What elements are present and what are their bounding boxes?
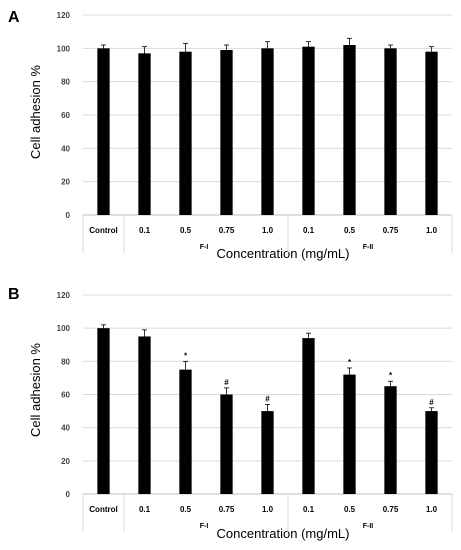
y-tick-label: 20 — [61, 178, 70, 187]
significance-marker: * — [389, 371, 393, 380]
x-tick-label: 0.5 — [344, 226, 356, 235]
x-ticks-a: Control 0.1 0.5 0.75 1.0 0.1 0.5 0.75 1.0 F-I F-II — [82, 215, 453, 253]
x-tick-label: Control — [89, 226, 117, 235]
panel-b: B Cell adhesion % Concentration (mg/mL) … — [8, 286, 453, 541]
x-tick-label: 0.75 — [219, 226, 235, 235]
bar — [138, 336, 151, 494]
bar — [261, 411, 274, 494]
x-tick-label: 0.5 — [180, 226, 192, 235]
y-axis-label-b: Cell adhesion % — [28, 343, 43, 437]
bar — [384, 386, 397, 494]
bar — [97, 328, 110, 494]
panel-a: A Cell adhesion % Concentration (mg/mL) … — [8, 9, 453, 261]
y-ticks-b: 0 20 40 60 80 100 120 — [57, 291, 71, 499]
x-tick-label: 0.1 — [139, 226, 151, 235]
bar — [425, 411, 438, 494]
x-axis-label-a: Concentration (mg/mL) — [217, 246, 350, 261]
y-tick-label: 120 — [57, 291, 71, 300]
y-tick-label: 80 — [61, 357, 70, 366]
bar — [220, 50, 233, 215]
bar — [261, 48, 274, 216]
significance-marker: # — [265, 394, 270, 403]
bar — [302, 338, 315, 494]
x-ticks-b: Control 0.1 0.5 0.75 1.0 0.1 0.5 0.75 1.0 F-I F-II — [82, 494, 453, 532]
bars-b: * # # * * # — [97, 324, 438, 494]
x-tick-label: 0.1 — [139, 505, 151, 514]
y-tick-label: 40 — [61, 144, 70, 153]
y-tick-label: 20 — [61, 457, 70, 466]
bar — [220, 394, 233, 494]
x-tick-label: 1.0 — [262, 505, 274, 514]
y-tick-label: 40 — [61, 424, 70, 433]
y-tick-label: 0 — [66, 211, 71, 220]
bar — [179, 51, 192, 215]
y-tick-label: 0 — [66, 490, 71, 499]
group-label: F-I — [200, 244, 209, 251]
y-tick-label: 100 — [57, 44, 71, 53]
bar — [138, 53, 151, 216]
y-tick-label: 60 — [61, 111, 70, 120]
x-tick-label: 0.75 — [219, 505, 235, 514]
x-tick-label: Control — [89, 505, 117, 514]
x-tick-label: 0.75 — [383, 226, 399, 235]
bar — [302, 46, 315, 215]
x-tick-label: 1.0 — [426, 505, 438, 514]
x-tick-label: 0.5 — [344, 505, 356, 514]
panel-letter-b: B — [8, 286, 20, 303]
significance-marker: # — [224, 378, 229, 387]
y-tick-label: 80 — [61, 78, 70, 87]
significance-marker: * — [348, 358, 352, 367]
x-tick-label: 1.0 — [262, 226, 274, 235]
bar — [179, 369, 192, 494]
x-tick-label: 0.5 — [180, 505, 192, 514]
y-axis-label-a: Cell adhesion % — [28, 65, 43, 159]
x-axis-label-b: Concentration (mg/mL) — [217, 526, 350, 541]
panel-letter-a: A — [8, 9, 20, 26]
y-tick-label: 60 — [61, 391, 70, 400]
y-tick-label: 100 — [57, 324, 71, 333]
bar — [343, 45, 356, 215]
x-tick-label: 0.1 — [303, 505, 315, 514]
bar — [425, 51, 438, 215]
significance-marker: * — [184, 351, 188, 360]
bar — [384, 48, 397, 216]
group-label: F-I — [200, 523, 209, 530]
x-tick-label: 0.1 — [303, 226, 315, 235]
bars-a — [97, 37, 438, 216]
y-ticks-a: 0 20 40 60 80 100 120 — [57, 11, 71, 220]
group-label: F-II — [363, 523, 374, 530]
y-tick-label: 120 — [57, 11, 71, 20]
bar — [343, 374, 356, 494]
bar — [97, 48, 110, 216]
x-tick-label: 0.75 — [383, 505, 399, 514]
significance-marker: # — [429, 398, 434, 407]
x-tick-label: 1.0 — [426, 226, 438, 235]
group-label: F-II — [363, 244, 374, 251]
